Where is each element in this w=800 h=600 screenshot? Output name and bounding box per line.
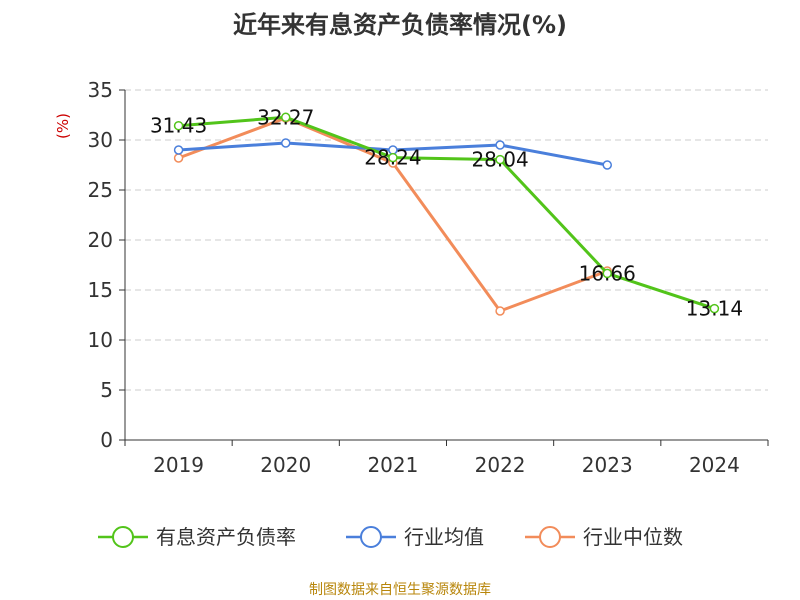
x-tick-label: 2020: [260, 453, 311, 477]
legend-item-0[interactable]: 有息资产负债率: [98, 525, 296, 549]
x-tick-label: 2021: [367, 453, 418, 477]
legend-item-1[interactable]: 行业均值: [346, 525, 484, 549]
series-0: [173, 112, 720, 314]
y-tick-label: 25: [88, 178, 113, 202]
legend-label: 行业中位数: [583, 525, 683, 549]
data-label: 16.66: [579, 261, 636, 285]
legend-label: 有息资产负债率: [156, 525, 296, 549]
y-tick-label: 5: [100, 378, 113, 402]
y-tick-label: 20: [88, 228, 113, 252]
y-axis-label: (%): [54, 113, 72, 139]
data-label: 31.43: [150, 114, 207, 138]
data-point[interactable]: [709, 303, 720, 314]
y-tick-label: 30: [88, 128, 113, 152]
data-point[interactable]: [173, 120, 184, 131]
series-layer: [173, 112, 720, 316]
data-point[interactable]: [173, 145, 184, 155]
data-label: 32.27: [257, 105, 314, 129]
x-tick-label: 2019: [153, 453, 204, 477]
data-point[interactable]: [495, 140, 505, 150]
data-labels: 31.43 32.27 28.24 28.04 16.66 13.14: [150, 105, 743, 320]
x-tick-label: 2022: [475, 453, 526, 477]
y-tick-label: 0: [100, 428, 113, 452]
chart-title: 近年来有息资产负债率情况(%): [233, 11, 567, 39]
data-point[interactable]: [602, 160, 612, 170]
series-1: [173, 138, 612, 170]
legend-marker: [112, 526, 134, 548]
y-tick-label: 10: [88, 328, 113, 352]
source-note: 制图数据来自恒生聚源数据库: [309, 582, 491, 598]
series-2: [173, 113, 612, 316]
legend[interactable]: 有息资产负债率 行业均值 行业中位数: [98, 525, 683, 549]
axes: 0 5 10 15 20 25 30 35 2019 2020 2021 2022 2023 2024: [88, 78, 769, 477]
y-tick-label: 35: [88, 78, 113, 102]
legend-item-2[interactable]: 行业中位数: [525, 525, 683, 549]
data-label: 28.24: [364, 146, 421, 170]
legend-marker: [539, 526, 561, 548]
data-label: 28.04: [471, 148, 528, 172]
x-tick-label: 2024: [689, 453, 740, 477]
data-point[interactable]: [281, 138, 291, 148]
series-line: [178, 115, 715, 311]
grid: [125, 89, 768, 391]
legend-marker: [360, 526, 382, 548]
x-tick-label: 2023: [582, 453, 633, 477]
data-point[interactable]: [281, 112, 291, 123]
data-point[interactable]: [495, 154, 505, 165]
data-point[interactable]: [388, 152, 398, 163]
data-point[interactable]: [173, 153, 184, 163]
data-point[interactable]: [495, 306, 505, 316]
y-tick-label: 15: [88, 278, 113, 302]
data-point[interactable]: [602, 268, 612, 279]
legend-label: 行业均值: [404, 525, 484, 549]
data-label: 13.14: [686, 297, 743, 321]
